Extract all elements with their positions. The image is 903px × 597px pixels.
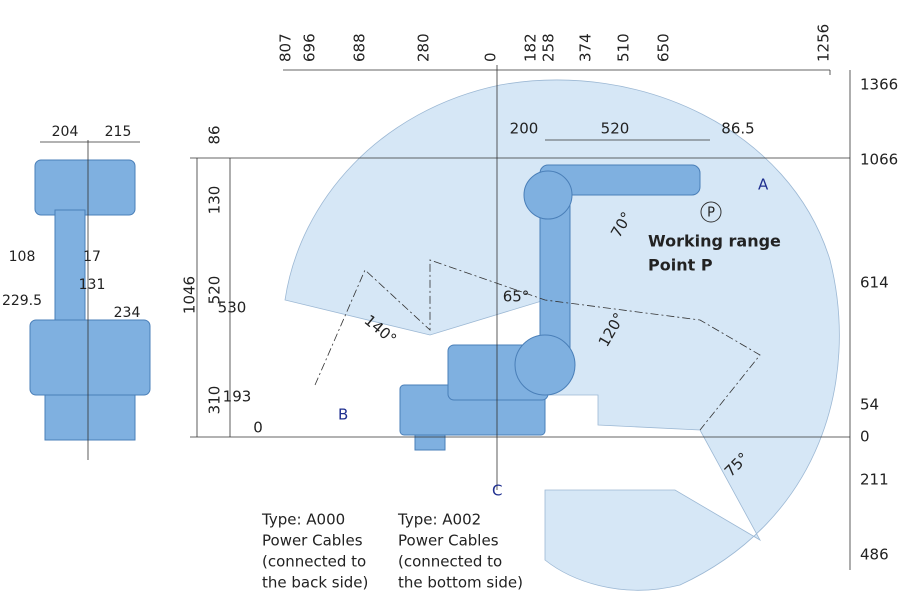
top-dimension: 374 [577,33,595,62]
top-dimension: 0 [482,52,500,62]
dimension-lines [40,65,851,570]
cable-note: the bottom side) [398,574,523,592]
cable-note: Type: A002 [397,511,481,529]
right-dimension: 54 [860,396,879,414]
top-dimension: 807 [277,33,295,62]
left-dimension: 520 [206,276,224,305]
left-dimension: 86 [206,125,224,144]
right-dimension: 1066 [860,151,898,169]
top-dimension: 510 [615,33,633,62]
right-dimension: 211 [860,471,889,489]
cable-note: the back side) [262,574,368,592]
arm-dimension: 200 [510,120,539,138]
side-dimension: 131 [79,277,106,293]
cable-note: Type: A000 [261,511,345,529]
left-dimension: 1046 [181,276,199,314]
working-range-label: Working range [648,232,781,251]
top-dimension: 258 [540,33,558,62]
right-dimension: 486 [860,546,889,564]
arm-dimension: 520 [601,120,630,138]
right-dimension: 1366 [860,76,898,94]
top-dimension: 688 [351,33,369,62]
side-dimension: 215 [105,124,132,140]
top-dimension: 696 [301,33,319,62]
top-dimension: 650 [655,33,673,62]
left-dimension: 530 [218,299,247,317]
left-dimension: 310 [206,386,224,415]
side-dimension: 234 [114,305,141,321]
marker-label: P [707,206,715,221]
point-p [700,201,722,223]
cable-note: Power Cables [398,532,499,550]
robot [399,164,701,451]
robot-side [29,159,151,441]
side-dimension: 17 [83,249,101,265]
right-dimension: 614 [860,274,889,292]
side-dimension: 108 [9,249,36,265]
angle: 65° [503,288,530,306]
left-dimension: 130 [206,186,224,215]
cable-note: (connected to [262,553,366,571]
right-dimension: 0 [860,428,870,446]
side-dimension: 229.5 [2,293,42,309]
arm-dimension: 86.5 [721,120,754,138]
side-dimension: 204 [52,124,79,140]
marker-label: B [338,406,348,424]
marker-label: C [492,482,502,500]
marker-label: A [758,176,769,194]
top-dimension: 1256 [815,24,833,62]
working-range-label: Point P [648,256,713,275]
cable-note: (connected to [398,553,502,571]
left-dimension: 193 [223,388,252,406]
left-dimension: 0 [253,419,263,437]
top-dimension: 182 [522,33,540,62]
top-dimension: 280 [415,33,433,62]
cable-note: Power Cables [262,532,363,550]
